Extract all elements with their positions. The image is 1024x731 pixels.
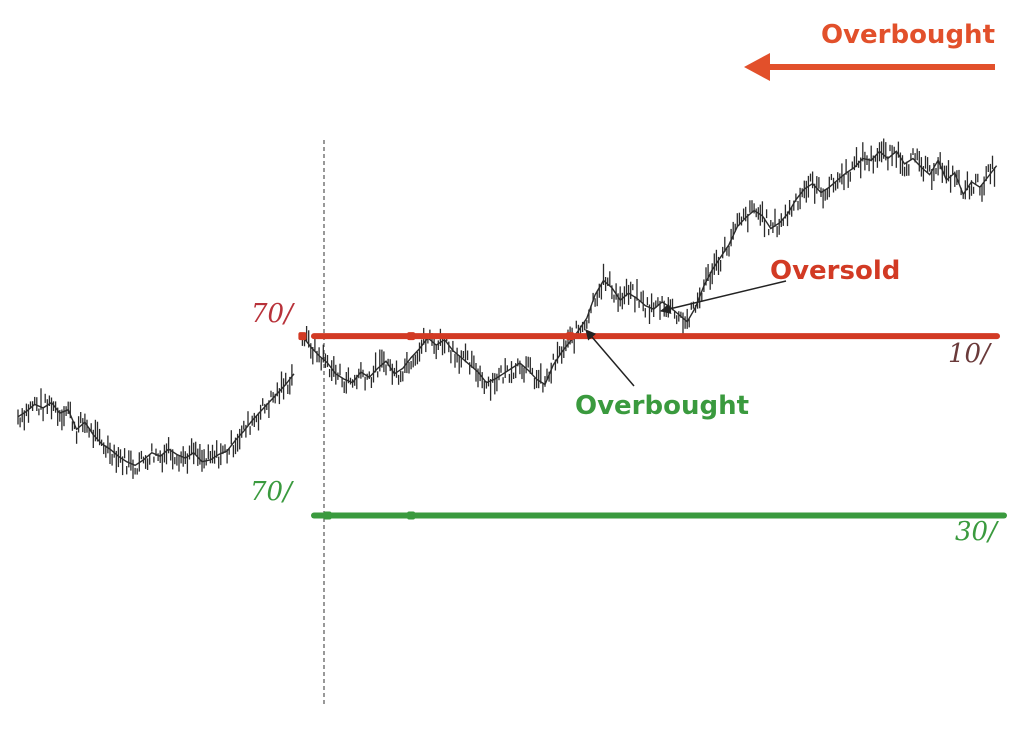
touch-marker	[407, 511, 416, 520]
oversold-pointer-line	[659, 280, 787, 314]
upper-right-level-label: 10/	[948, 339, 992, 369]
price-line	[17, 373, 295, 467]
price-series	[17, 138, 998, 479]
lower-left-level-label: 70/	[250, 477, 294, 507]
overbought-pointer-line	[585, 329, 635, 387]
touch-marker	[566, 332, 575, 341]
touch-marker	[407, 332, 416, 341]
touch-markers	[298, 332, 575, 520]
oversold-label: Oversold	[770, 256, 900, 286]
overbought-top-label: Overbought	[821, 20, 995, 50]
upper-left-level-label: 70/	[251, 299, 295, 329]
overbought-arrow-head	[744, 53, 770, 81]
touch-marker	[323, 511, 332, 520]
price-line	[301, 150, 998, 386]
lower-right-level-label: 30/	[955, 517, 999, 547]
touch-marker	[298, 332, 307, 341]
overbought-mid-label: Overbought	[575, 391, 749, 421]
